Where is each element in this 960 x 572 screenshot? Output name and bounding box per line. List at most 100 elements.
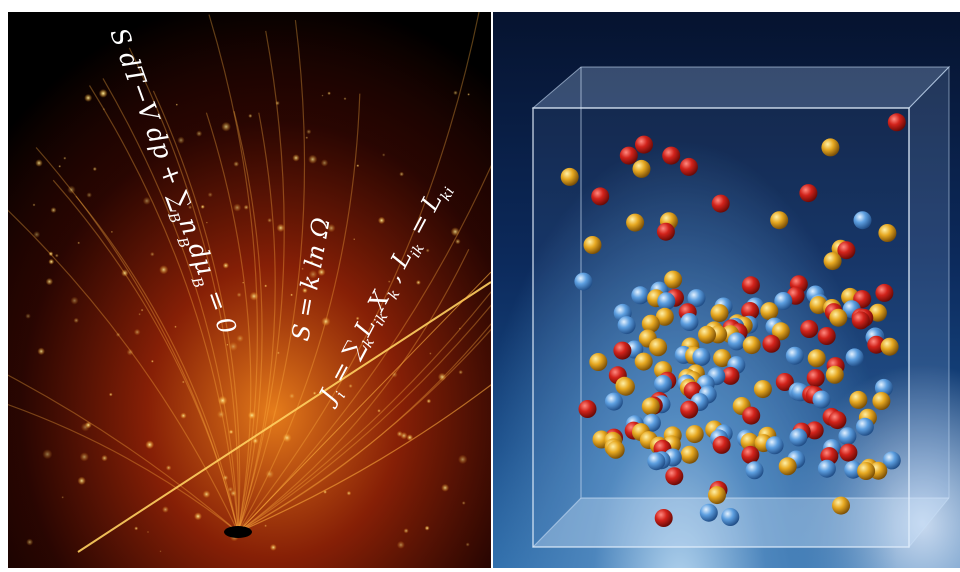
gold-particle (664, 270, 683, 289)
fractal-spark (26, 538, 34, 546)
fractal-spark (200, 204, 205, 209)
fractal-ray (52, 179, 239, 533)
red-particle (721, 366, 740, 385)
fractal-spark (145, 440, 155, 450)
fractal-spark (196, 130, 203, 137)
gold-particle (606, 440, 625, 459)
fractal-spark (396, 540, 405, 549)
red-particle (635, 135, 653, 154)
fractal-spark (346, 490, 352, 496)
gold-particle (807, 349, 826, 368)
fractal-spark (134, 526, 139, 531)
fractal-spark (108, 392, 113, 397)
gold-particle (872, 392, 891, 410)
red-particle (875, 283, 894, 302)
fractal-spark (150, 251, 155, 257)
red-particle (662, 146, 681, 165)
fractal-ray (75, 195, 239, 533)
fractal-spark (267, 217, 272, 223)
fractal-spark (159, 265, 169, 275)
fractal-spark (306, 129, 312, 135)
gold-particle (710, 304, 729, 323)
fractal-spark (236, 292, 242, 298)
red-particle (828, 411, 847, 430)
red-particle (741, 445, 760, 464)
blue-particle (785, 346, 804, 365)
fractal-spark (226, 343, 229, 346)
gold-particle (857, 462, 876, 480)
fractal-spark (42, 449, 53, 460)
blue-particle (745, 461, 764, 480)
fractal-spark (453, 90, 458, 96)
gold-particle (823, 252, 842, 271)
fractal-spark (406, 434, 414, 441)
fractal-spark (321, 94, 324, 97)
fractal-spark (37, 347, 45, 356)
fractal-spark (382, 153, 386, 157)
fractal-spark (77, 241, 81, 245)
fractal-spark (140, 308, 144, 312)
gibbs-duhem-sub-b3: B (187, 274, 206, 290)
gold-particle (825, 365, 844, 384)
fractal-spark (292, 154, 300, 162)
fractal-spark (67, 185, 76, 194)
fractal-ray (237, 164, 491, 533)
gold-particle (770, 211, 789, 230)
fractal-ray (35, 147, 239, 533)
gold-particle (583, 236, 602, 254)
fractal-spark (320, 159, 329, 167)
fractal-spark (63, 156, 67, 160)
fractal-spark (222, 262, 229, 269)
fractal-ray (237, 291, 491, 533)
gold-particle (878, 224, 897, 242)
fractal-spark (174, 325, 177, 329)
fractal-spark (415, 280, 421, 285)
fractal-spark (249, 291, 259, 301)
fractal-ray (205, 112, 252, 533)
blue-particle (654, 375, 672, 393)
blue-particle (838, 427, 857, 446)
gold-particle (641, 397, 660, 416)
fractal-spark (269, 543, 277, 551)
gold-particle (708, 486, 726, 505)
gold-particle (641, 314, 660, 333)
fractal-spark (159, 550, 162, 553)
red-particle (591, 187, 610, 206)
fractal-spark (243, 204, 249, 210)
gold-particle (655, 307, 674, 326)
fractal-spark (50, 207, 57, 214)
fractal-spark (275, 100, 280, 106)
fractal-spark (399, 171, 404, 177)
red-particle (613, 341, 632, 360)
fractal-spark (61, 496, 64, 499)
fractal-ray (8, 209, 239, 533)
blue-particle (657, 292, 676, 311)
blue-particle (789, 428, 808, 447)
red-particle (817, 327, 836, 345)
fractal-ray (102, 78, 239, 533)
fractal-spark (48, 258, 55, 265)
fractal-spark (429, 352, 432, 355)
fractal-spark (400, 432, 408, 440)
fractal-spark (138, 312, 141, 316)
fractal-ray (152, 90, 241, 533)
fractal-spark (115, 332, 121, 338)
fractal-ray (237, 384, 491, 533)
fractal-spark (305, 136, 309, 140)
fractal-spark (227, 486, 234, 493)
fractal-spark (301, 267, 304, 271)
gold-particle (753, 380, 772, 399)
fractal-spark (147, 531, 149, 533)
red-particle (799, 184, 818, 203)
blue-particle (727, 332, 746, 351)
red-particle (741, 302, 760, 320)
red-particle (680, 400, 699, 419)
fractal-spark (312, 391, 317, 396)
red-particle (762, 334, 781, 353)
blue-particle (631, 286, 650, 305)
fractal-ray (237, 248, 470, 533)
gold-particle (649, 338, 668, 357)
fractal-spark (58, 164, 62, 168)
blue-particle (845, 348, 864, 367)
fractal-spark (92, 166, 97, 172)
